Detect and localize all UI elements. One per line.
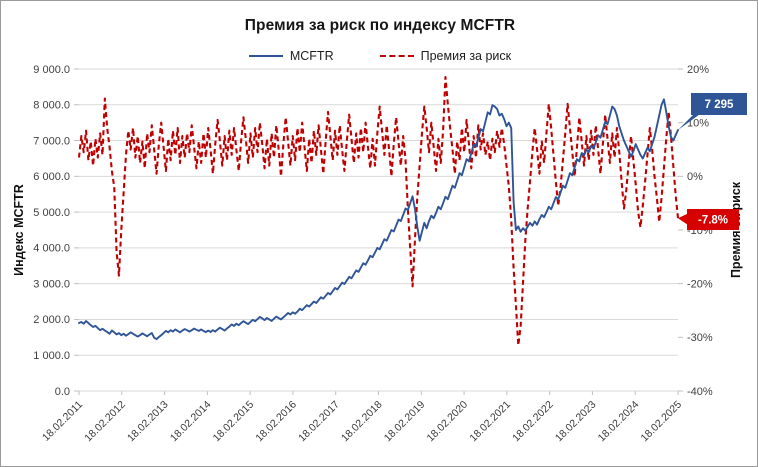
xtick-label: 18.02.2024 xyxy=(596,399,642,445)
legend-label-mcftr: MCFTR xyxy=(289,49,334,63)
ytick-label-left: 7 000.0 xyxy=(33,135,70,147)
xtick-label: 18.02.2012 xyxy=(82,399,128,445)
xtick-label: 18.02.2017 xyxy=(296,399,342,445)
ytick-label-left: 4 000.0 xyxy=(33,243,70,255)
callout-box-red xyxy=(687,209,739,230)
legend-swatch-dashed-icon xyxy=(379,55,414,57)
callout-label-mcftr: 7 295 xyxy=(705,99,734,111)
xtick-label: 18.02.2021 xyxy=(467,399,513,445)
callout-box-blue xyxy=(691,93,747,115)
xtick-label: 18.02.2013 xyxy=(125,399,171,445)
ytick-label-left: 9 000.0 xyxy=(33,64,70,76)
page-title: Премия за риск по индексу MCFTR xyxy=(244,17,516,34)
xtick-label: 18.02.2025 xyxy=(638,399,684,445)
series-line-premium xyxy=(77,76,680,347)
xtick-label: 18.02.2022 xyxy=(510,399,556,445)
series-line-mcftr xyxy=(78,98,679,341)
ytick-label-right: -40% xyxy=(687,386,713,398)
callout-label-premium: -7.8% xyxy=(698,215,728,227)
ytick-label-left: 8 000.0 xyxy=(33,100,70,112)
chart-legend: MCFTR Премия за риск xyxy=(1,49,757,63)
ytick-label-right: 0% xyxy=(687,171,703,183)
legend-swatch-line-icon xyxy=(248,55,283,57)
xtick-label: 18.02.2019 xyxy=(382,399,428,445)
ytick-label-left: 1 000.0 xyxy=(33,350,70,362)
annotation-premium-last: -7.8% xyxy=(678,209,739,230)
legend-label-premium: Премия за риск xyxy=(420,49,512,63)
xtick-label: 18.02.2015 xyxy=(211,399,257,445)
y-axis-title: Индекс MCFTR xyxy=(12,184,26,276)
ytick-label-left: 3 000.0 xyxy=(33,278,70,290)
ytick-label-right: -30% xyxy=(687,332,713,344)
xtick-label: 18.02.2020 xyxy=(425,399,471,445)
ytick-label-left: 5 000.0 xyxy=(33,207,70,219)
ytick-label-left: 2 000.0 xyxy=(33,314,70,326)
ytick-label-right: -20% xyxy=(687,278,713,290)
ytick-label-right: 20% xyxy=(687,64,709,76)
legend-item-mcftr[interactable]: MCFTR xyxy=(248,49,334,63)
xtick-label: 18.02.2018 xyxy=(339,399,385,445)
xtick-label: 18.02.2011 xyxy=(40,399,85,444)
annotation-mcftr-last: 7 295 xyxy=(678,93,747,131)
xtick-label: 18.02.2014 xyxy=(168,399,214,445)
xtick-label: 18.02.2023 xyxy=(553,399,599,445)
ytick-label-left: 6 000.0 xyxy=(33,171,70,183)
legend-item-premium[interactable]: Премия за риск xyxy=(379,49,512,63)
ytick-label-left: 0.0 xyxy=(55,386,70,398)
xtick-label: 18.02.2016 xyxy=(253,399,299,445)
ytick-label-right: 10% xyxy=(687,117,709,129)
